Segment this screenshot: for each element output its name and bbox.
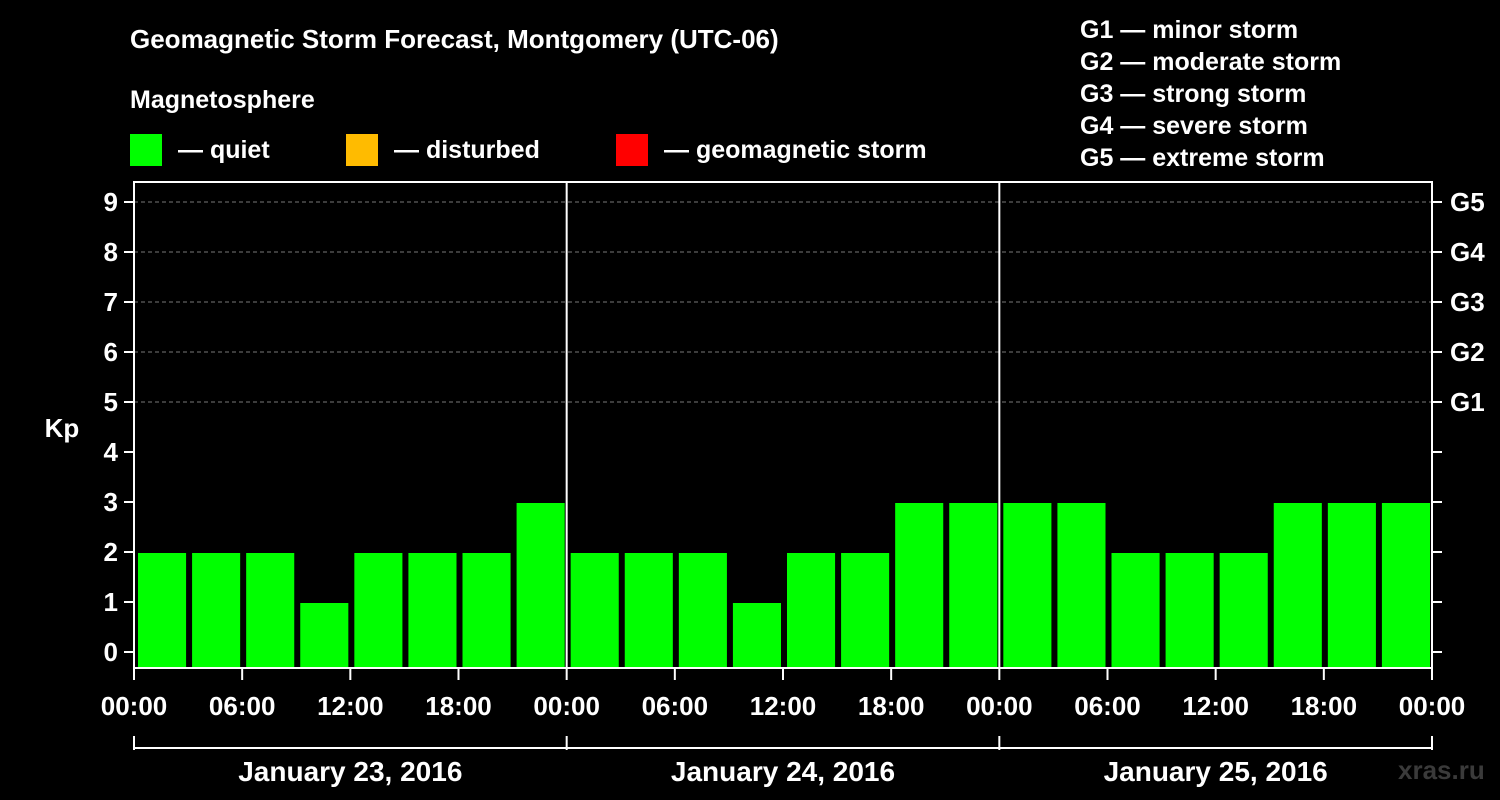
legend-quiet-label: — quiet	[178, 135, 270, 164]
y-tick-label-4: 4	[104, 437, 119, 467]
y-tick-label-1: 1	[104, 587, 118, 617]
legend-quiet-swatch	[130, 134, 162, 166]
legend-storm: — geomagnetic storm	[616, 134, 927, 166]
bar-15	[949, 503, 998, 668]
x-tick-label-3: 18:00	[425, 691, 492, 721]
bar-20	[1219, 553, 1268, 668]
right-axis-label-g5: G5	[1450, 187, 1485, 217]
magnetosphere-label: Magnetosphere	[130, 86, 315, 114]
x-tick-label-8: 00:00	[966, 691, 1033, 721]
bar-17	[1057, 503, 1106, 668]
storm-level-legend: G1 — minor storm G2 — moderate storm G3 …	[1080, 14, 1341, 174]
x-tick-label-1: 06:00	[209, 691, 276, 721]
x-tick-label-2: 12:00	[317, 691, 384, 721]
bar-5	[408, 553, 457, 668]
y-tick-label-6: 6	[104, 337, 118, 367]
bar-4	[354, 553, 403, 668]
bar-7	[516, 503, 565, 668]
bar-10	[678, 553, 727, 668]
bar-13	[841, 553, 890, 668]
x-tick-label-6: 12:00	[750, 691, 817, 721]
watermark: xras.ru	[1398, 755, 1485, 785]
y-tick-label-3: 3	[104, 487, 118, 517]
bar-23	[1381, 503, 1430, 668]
legend-disturbed: — disturbed	[346, 134, 540, 166]
x-tick-label-5: 06:00	[642, 691, 709, 721]
bar-8	[570, 553, 619, 668]
day-label-2: January 25, 2016	[1104, 756, 1328, 787]
storm-level-g2: G2 — moderate storm	[1080, 48, 1342, 76]
bar-3	[300, 603, 349, 668]
x-tick-label-10: 12:00	[1182, 691, 1249, 721]
x-tick-label-9: 06:00	[1074, 691, 1141, 721]
y-tick-label-5: 5	[104, 387, 118, 417]
x-tick-label-7: 18:00	[858, 691, 925, 721]
y-tick-label-7: 7	[104, 287, 118, 317]
day-label-0: January 23, 2016	[238, 756, 462, 787]
bar-9	[624, 553, 673, 668]
x-tick-label-4: 00:00	[533, 691, 600, 721]
y-tick-label-8: 8	[104, 237, 118, 267]
legend-disturbed-label: — disturbed	[394, 135, 540, 164]
bar-14	[895, 503, 944, 668]
bar-22	[1327, 503, 1376, 668]
y-axis-title: Kp	[45, 413, 80, 443]
bar-0	[138, 553, 187, 668]
legend-storm-label: — geomagnetic storm	[664, 135, 927, 164]
day-label-1: January 24, 2016	[671, 756, 895, 787]
storm-level-g5: G5 — extreme storm	[1080, 144, 1325, 172]
bar-11	[732, 603, 781, 668]
legend-storm-swatch	[616, 134, 648, 166]
legend-disturbed-swatch	[346, 134, 378, 166]
bar-12	[787, 553, 836, 668]
bar-19	[1165, 553, 1214, 668]
x-tick-label-11: 18:00	[1291, 691, 1358, 721]
bar-16	[1003, 503, 1052, 668]
y-tick-label-9: 9	[104, 187, 118, 217]
storm-level-g1: G1 — minor storm	[1080, 16, 1299, 44]
legend-quiet: — quiet	[130, 134, 270, 166]
y-tick-label-0: 0	[104, 637, 118, 667]
right-axis-label-g2: G2	[1450, 337, 1485, 367]
bar-6	[462, 553, 511, 668]
right-axis-label-g4: G4	[1450, 237, 1485, 267]
x-tick-label-12: 00:00	[1399, 691, 1466, 721]
bar-1	[192, 553, 241, 668]
right-axis-label-g1: G1	[1450, 387, 1485, 417]
chart-title: Geomagnetic Storm Forecast, Montgomery (…	[130, 24, 779, 54]
y-tick-label-2: 2	[104, 537, 118, 567]
bar-21	[1273, 503, 1322, 668]
storm-level-g3: G3 — strong storm	[1080, 80, 1307, 108]
right-axis-label-g3: G3	[1450, 287, 1485, 317]
bar-18	[1111, 553, 1160, 668]
x-tick-label-0: 00:00	[101, 691, 168, 721]
storm-level-g4: G4 — severe storm	[1080, 112, 1308, 140]
bar-2	[246, 553, 295, 668]
